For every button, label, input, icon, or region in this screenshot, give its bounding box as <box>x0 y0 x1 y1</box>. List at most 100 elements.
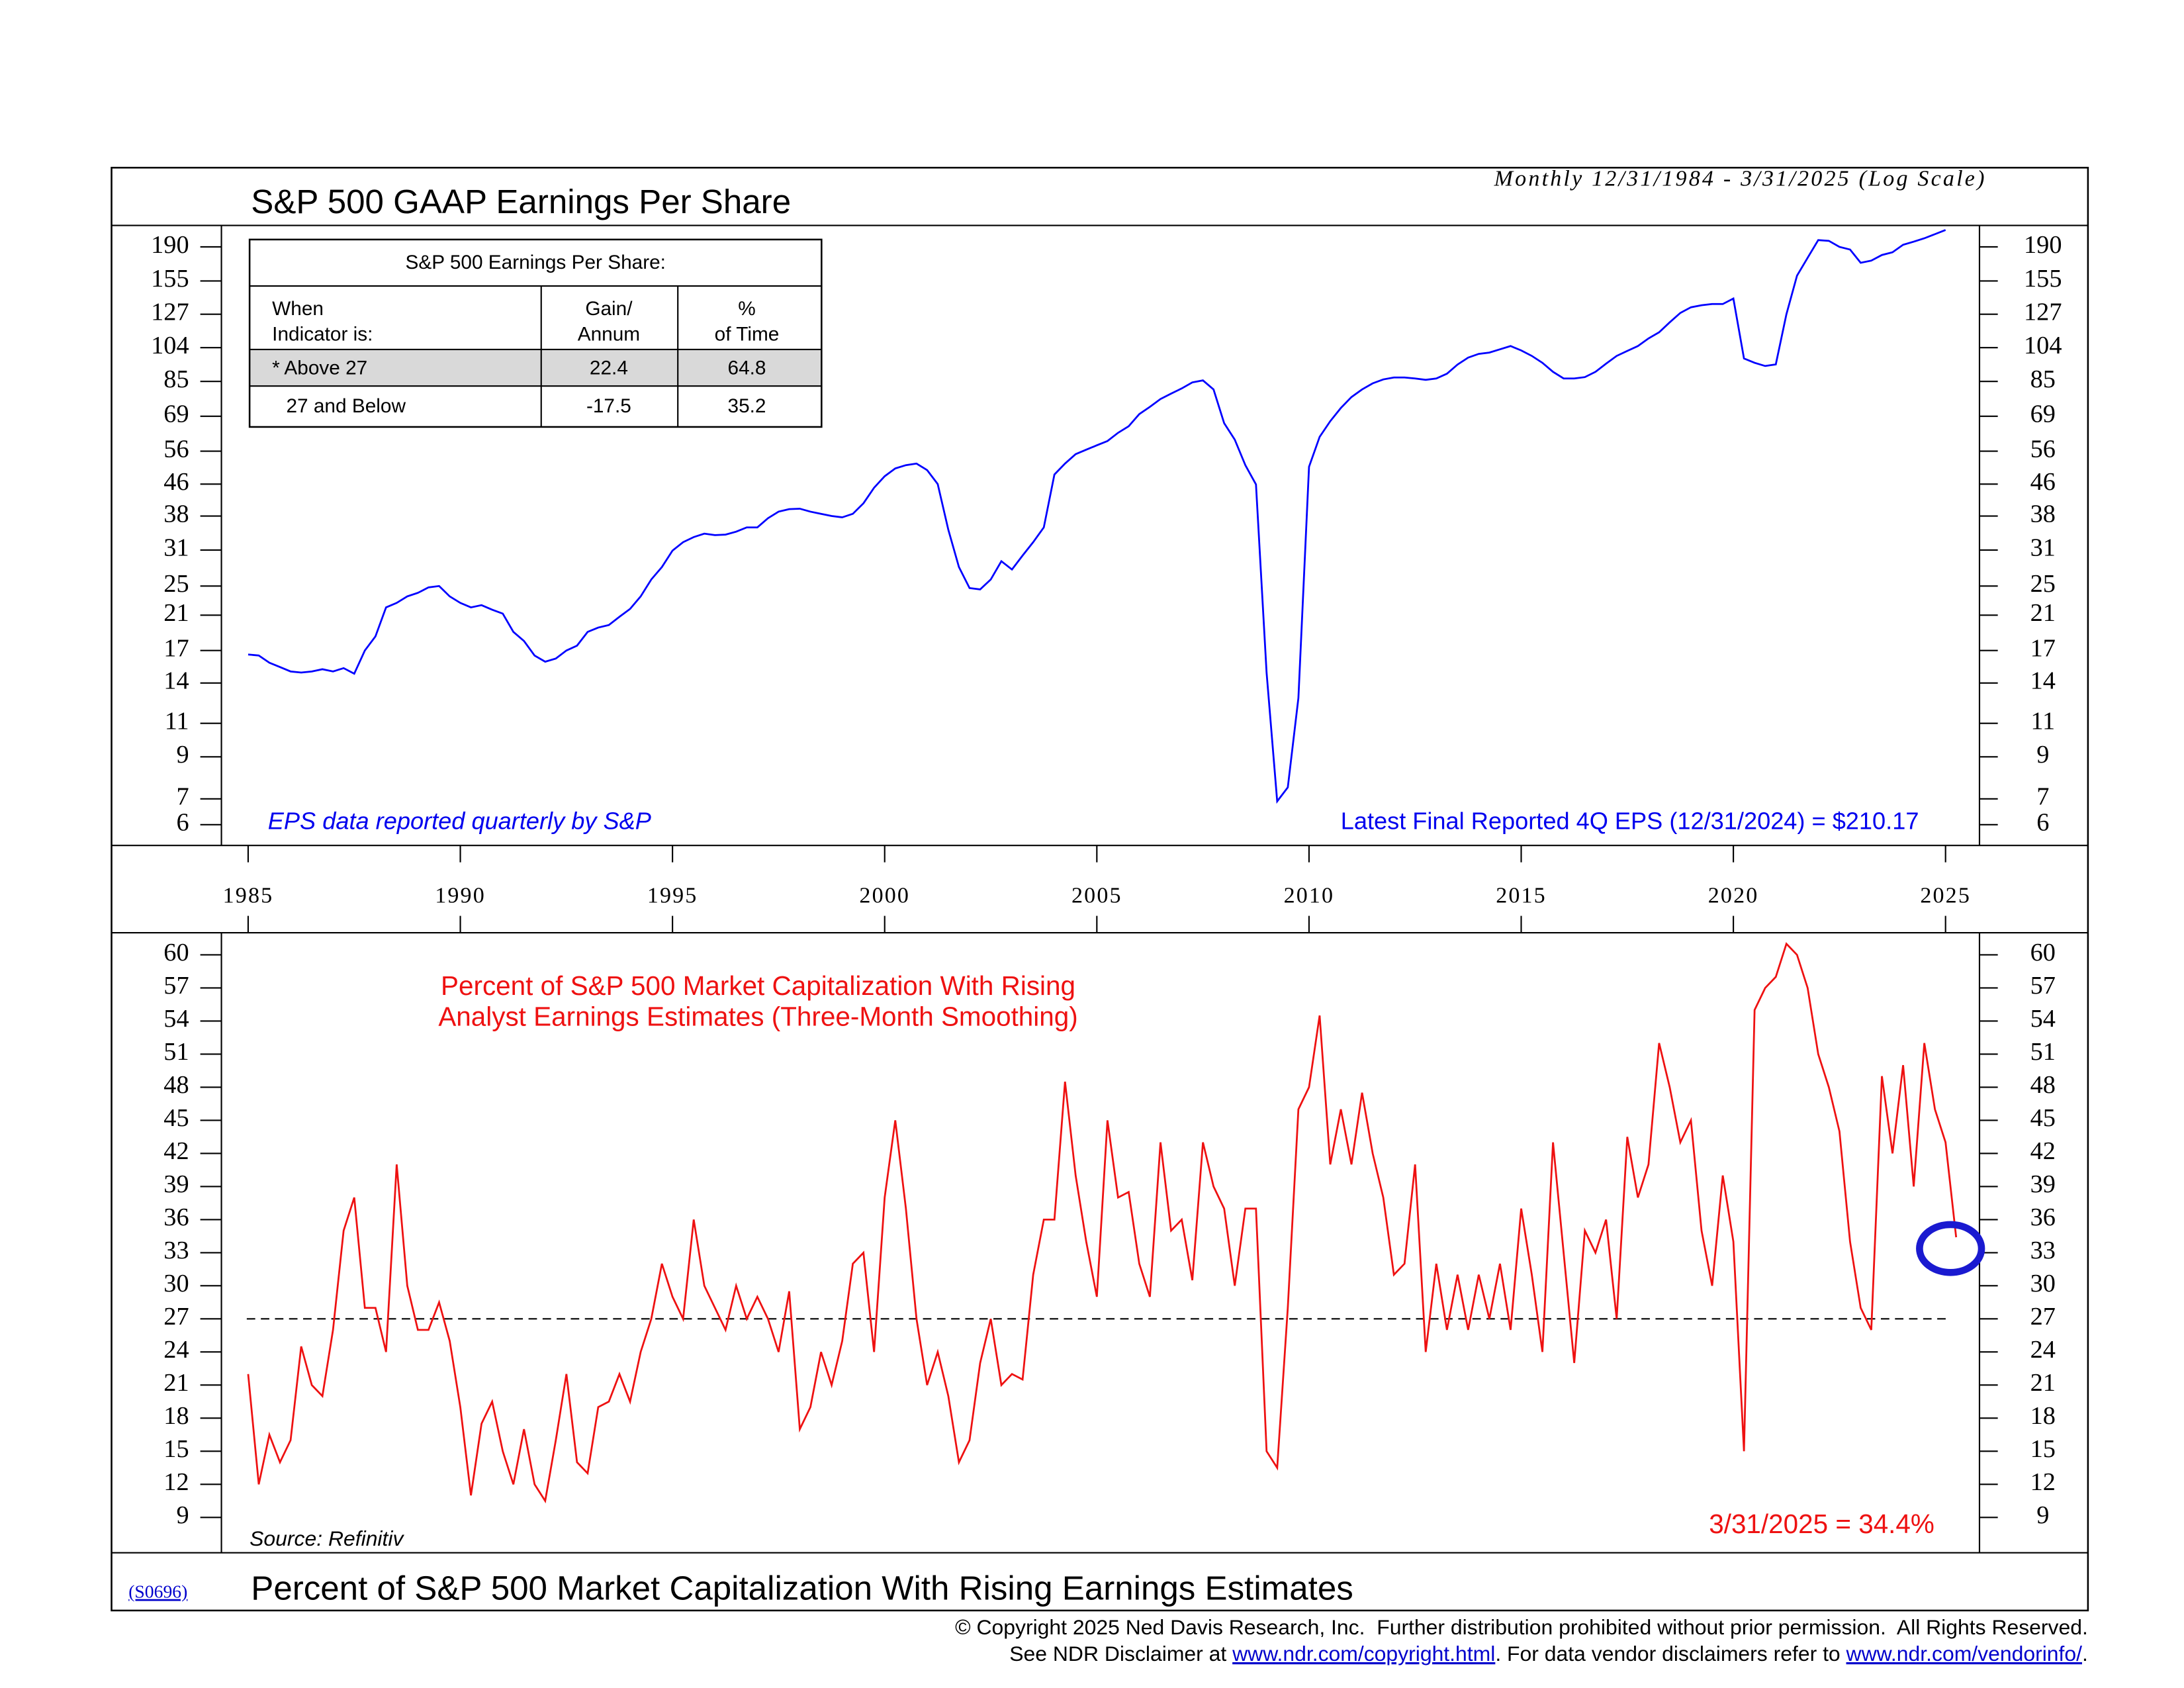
y-tick-label: 31 <box>2030 534 2056 562</box>
y-tick-label: 127 <box>2024 299 2062 326</box>
y-tick-label: 57 <box>2030 972 2056 1000</box>
y-tick-label: 25 <box>163 570 189 598</box>
y-tick-label: 42 <box>163 1137 189 1165</box>
y-tick-label: 15 <box>163 1435 189 1463</box>
y-tick-label: 21 <box>2030 599 2056 627</box>
x-tick-label: 2005 <box>1071 884 1122 908</box>
stats-table: S&P 500 Earnings Per Share: When Indicat… <box>248 238 823 428</box>
y-tick-label: 38 <box>163 500 189 528</box>
y-tick-label: 9 <box>176 1501 189 1529</box>
disclaimer: See NDR Disclaimer at www.ndr.com/copyri… <box>1009 1642 2088 1665</box>
y-tick-label: 21 <box>163 1369 189 1397</box>
table-cell: 22.4 <box>590 357 628 379</box>
y-tick-label: 18 <box>163 1402 189 1430</box>
y-tick-label: 85 <box>163 365 189 393</box>
y-tick-label: 15 <box>2030 1435 2056 1463</box>
y-tick-label: 127 <box>151 299 189 326</box>
disclaimer-text: . <box>2082 1642 2088 1665</box>
y-tick-label: 54 <box>163 1005 189 1033</box>
y-tick-label: 17 <box>2030 635 2056 663</box>
y-tick-label: 36 <box>2030 1203 2056 1231</box>
y-tick-label: 60 <box>2030 939 2056 966</box>
data-line <box>247 942 1958 1504</box>
y-tick-label: 33 <box>163 1237 189 1264</box>
y-tick-label: 39 <box>2030 1170 2056 1198</box>
source-note: Source: Refinitiv <box>250 1526 404 1550</box>
x-tick-label: 2020 <box>1708 884 1759 908</box>
y-tick-label: 57 <box>163 972 189 1000</box>
chart-code: (S0696) <box>128 1581 187 1602</box>
table-cell: 27 and Below <box>286 395 406 417</box>
y-tick-label: 9 <box>2036 1501 2049 1529</box>
x-tick-label: 2010 <box>1284 884 1335 908</box>
y-tick-label: 85 <box>2030 365 2056 393</box>
row-highlight <box>250 349 822 387</box>
link[interactable]: www.ndr.com/vendorinfo/ <box>1846 1642 2083 1665</box>
y-tick-label: 104 <box>2024 332 2062 359</box>
disclaimer-text: See NDR Disclaimer at <box>1009 1642 1232 1665</box>
y-tick-label: 155 <box>2024 265 2062 293</box>
y-tick-label: 30 <box>163 1270 189 1297</box>
y-tick-label: 69 <box>2030 400 2056 428</box>
y-tick-label: 190 <box>2024 231 2062 259</box>
x-tick-label: 1990 <box>435 884 486 908</box>
table-header: % <box>738 298 755 320</box>
y-tick-label: 11 <box>2030 707 2055 735</box>
x-tick-label: 1995 <box>647 884 698 908</box>
y-tick-label: 9 <box>176 741 189 769</box>
table-header: Indicator is: <box>272 323 373 345</box>
y-tick-label: 30 <box>2030 1270 2056 1297</box>
y-tick-label: 45 <box>2030 1104 2056 1132</box>
y-tick-label: 31 <box>163 534 189 562</box>
link[interactable]: www.ndr.com/copyright.html <box>1232 1642 1495 1665</box>
y-tick-label: 11 <box>165 707 189 735</box>
y-tick-label: 21 <box>163 599 189 627</box>
y-tick-label: 36 <box>163 1203 189 1231</box>
table-cell: * Above 27 <box>272 357 367 379</box>
y-tick-label: 54 <box>2030 1005 2056 1033</box>
y-tick-label: 14 <box>163 667 189 695</box>
y-tick-label: 39 <box>163 1170 189 1198</box>
y-tick-label: 24 <box>163 1336 189 1364</box>
y-tick-label: 18 <box>2030 1402 2056 1430</box>
annotation: 3/31/2025 = 34.4% <box>1709 1509 1934 1539</box>
y-tick-label: 190 <box>151 231 189 259</box>
y-tick-label: 38 <box>2030 500 2056 528</box>
y-tick-label: 42 <box>2030 1137 2056 1165</box>
x-tick-label: 2015 <box>1496 884 1547 908</box>
y-tick-label: 155 <box>151 265 189 293</box>
y-tick-label: 33 <box>2030 1237 2056 1264</box>
table-header: of Time <box>715 323 780 345</box>
chart-title: Percent of S&P 500 Market Capitalization… <box>251 1570 1353 1607</box>
y-tick-label: 56 <box>163 435 189 463</box>
data-line <box>248 229 1946 804</box>
y-tick-label: 46 <box>163 468 189 496</box>
annotation: Analyst Earnings Estimates (Three-Month … <box>438 1002 1077 1032</box>
annotation: Latest Final Reported 4Q EPS (12/31/2024… <box>1341 808 1919 835</box>
table-cell: -17.5 <box>586 395 631 417</box>
y-tick-label: 6 <box>176 809 189 837</box>
y-tick-label: 48 <box>163 1071 189 1099</box>
x-tick-label: 1985 <box>223 884 274 908</box>
chart-subtitle: Monthly 12/31/1984 - 3/31/2025 (Log Scal… <box>1494 166 1987 191</box>
y-tick-label: 27 <box>2030 1303 2056 1331</box>
table-cell: 35.2 <box>728 395 766 417</box>
y-tick-label: 21 <box>2030 1369 2056 1397</box>
outer-frame <box>111 167 2089 1612</box>
y-tick-label: 7 <box>176 783 189 811</box>
table-title: S&P 500 Earnings Per Share: <box>405 252 665 273</box>
y-tick-label: 9 <box>2036 741 2049 769</box>
y-tick-label: 24 <box>2030 1336 2056 1364</box>
y-tick-label: 25 <box>2030 570 2056 598</box>
y-tick-label: 27 <box>163 1303 189 1331</box>
y-tick-label: 69 <box>163 400 189 428</box>
table-header: Gain/ <box>585 298 633 320</box>
y-tick-label: 51 <box>2030 1038 2056 1066</box>
table-cell: 64.8 <box>728 357 766 379</box>
y-tick-label: 104 <box>151 332 189 359</box>
y-tick-label: 12 <box>2030 1468 2056 1496</box>
x-tick-label: 2025 <box>1920 884 1971 908</box>
table-border <box>248 238 823 428</box>
